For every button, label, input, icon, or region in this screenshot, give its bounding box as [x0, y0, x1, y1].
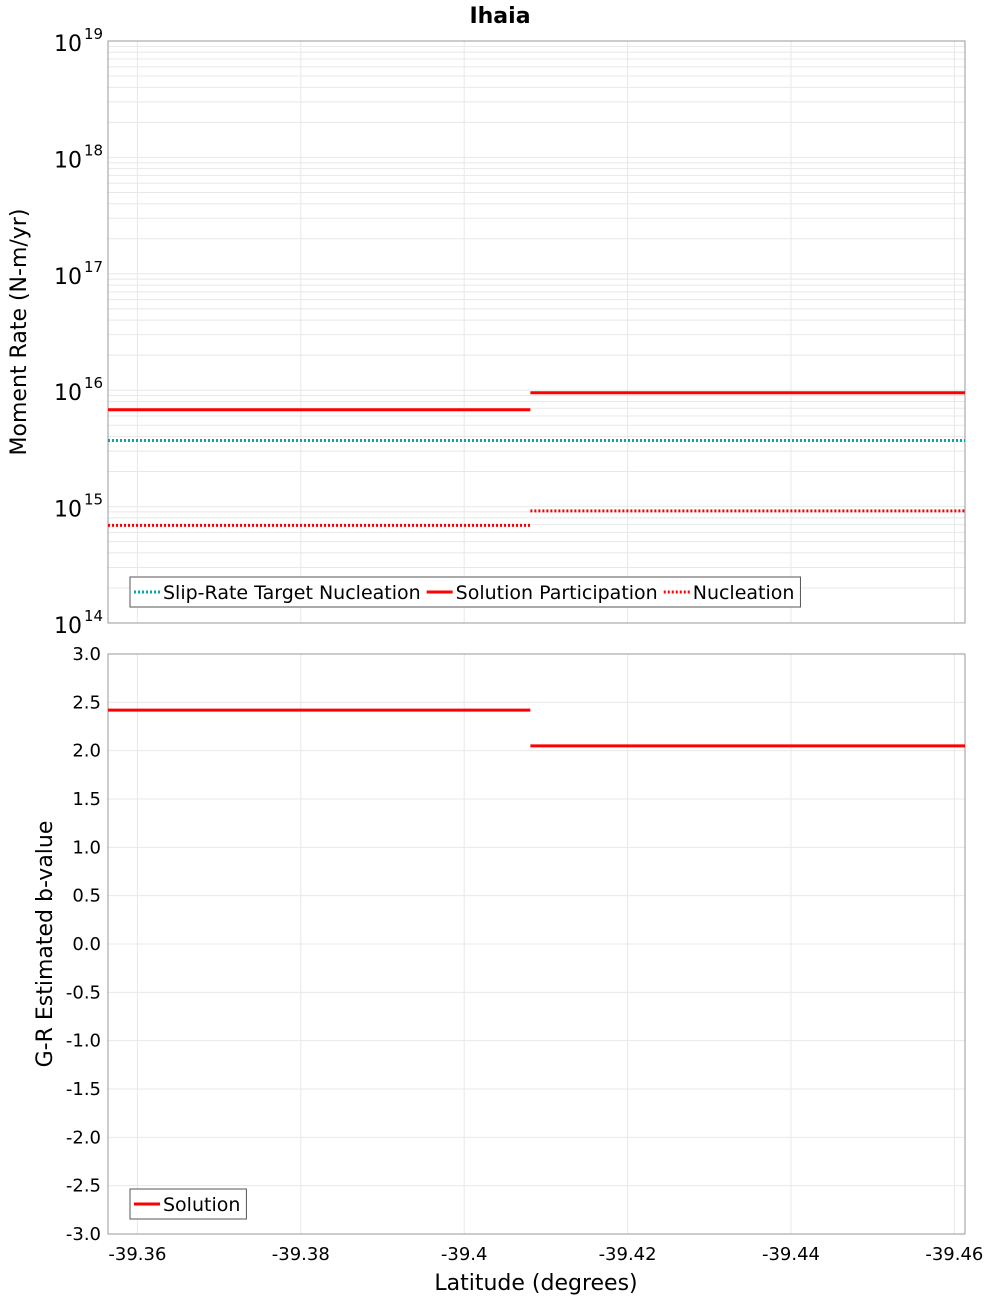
- bottom-y-tick-label: -2.5: [66, 1176, 101, 1197]
- x-axis-label: Latitude (degrees): [434, 1271, 637, 1296]
- bottom-y-tick-label: 2.5: [72, 692, 101, 713]
- bottom-y-tick-label: 2.0: [72, 741, 101, 762]
- x-tick-label: -39.36: [108, 1244, 166, 1265]
- top-y-tick-label: 10: [54, 148, 82, 173]
- top-y-tick-exponent: 19: [84, 25, 103, 43]
- bottom-y-tick-label: -1.0: [66, 1031, 101, 1052]
- bottom-y-tick-label: 1.5: [72, 789, 101, 810]
- bottom-y-tick-label: -1.5: [66, 1079, 101, 1100]
- top-y-tick-label: 10: [54, 265, 82, 290]
- bottom-y-tick-label: 0.5: [72, 886, 101, 907]
- top-y-tick-label: 10: [54, 614, 82, 639]
- bottom-y-tick-label: 1.0: [72, 837, 101, 858]
- top-plot-frame: [107, 40, 966, 624]
- bottom-plot-frame: [107, 653, 966, 1235]
- chart-title: Ihaia: [469, 4, 530, 29]
- top-y-tick-label: 10: [54, 381, 82, 406]
- top-y-tick-label: 10: [54, 498, 82, 523]
- bottom-y-tick-label: 0.0: [72, 934, 101, 955]
- x-tick-label: -39.38: [272, 1244, 330, 1265]
- top-y-tick-label: 10: [54, 32, 82, 57]
- top-y-tick-exponent: 17: [84, 258, 103, 276]
- x-tick-label: -39.4: [441, 1244, 488, 1265]
- legend-label-nucleation: Nucleation: [693, 582, 795, 604]
- bottom-y-tick-label: -2.0: [66, 1127, 101, 1148]
- top-y-tick-exponent: 14: [84, 607, 103, 625]
- top-y-axis-label: Moment Rate (N-m/yr): [7, 209, 32, 456]
- bottom-y-axis-label: G-R Estimated b-value: [33, 821, 58, 1068]
- bottom-y-tick-label: -0.5: [66, 982, 101, 1003]
- legend-label-solution-participation: Solution Participation: [456, 582, 658, 604]
- legend-label-solution: Solution: [163, 1194, 240, 1216]
- x-tick-label: -39.46: [925, 1244, 983, 1265]
- x-tick-label: -39.44: [762, 1244, 820, 1265]
- top-y-tick-exponent: 16: [84, 374, 103, 392]
- top-y-tick-exponent: 15: [84, 491, 103, 509]
- legend-label-slip-rate-target-nucleation: Slip-Rate Target Nucleation: [163, 582, 421, 604]
- x-tick-label: -39.42: [599, 1244, 657, 1265]
- bottom-y-tick-label: -3.0: [66, 1224, 101, 1245]
- top-y-tick-exponent: 18: [84, 141, 103, 159]
- bottom-y-tick-label: 3.0: [72, 644, 101, 665]
